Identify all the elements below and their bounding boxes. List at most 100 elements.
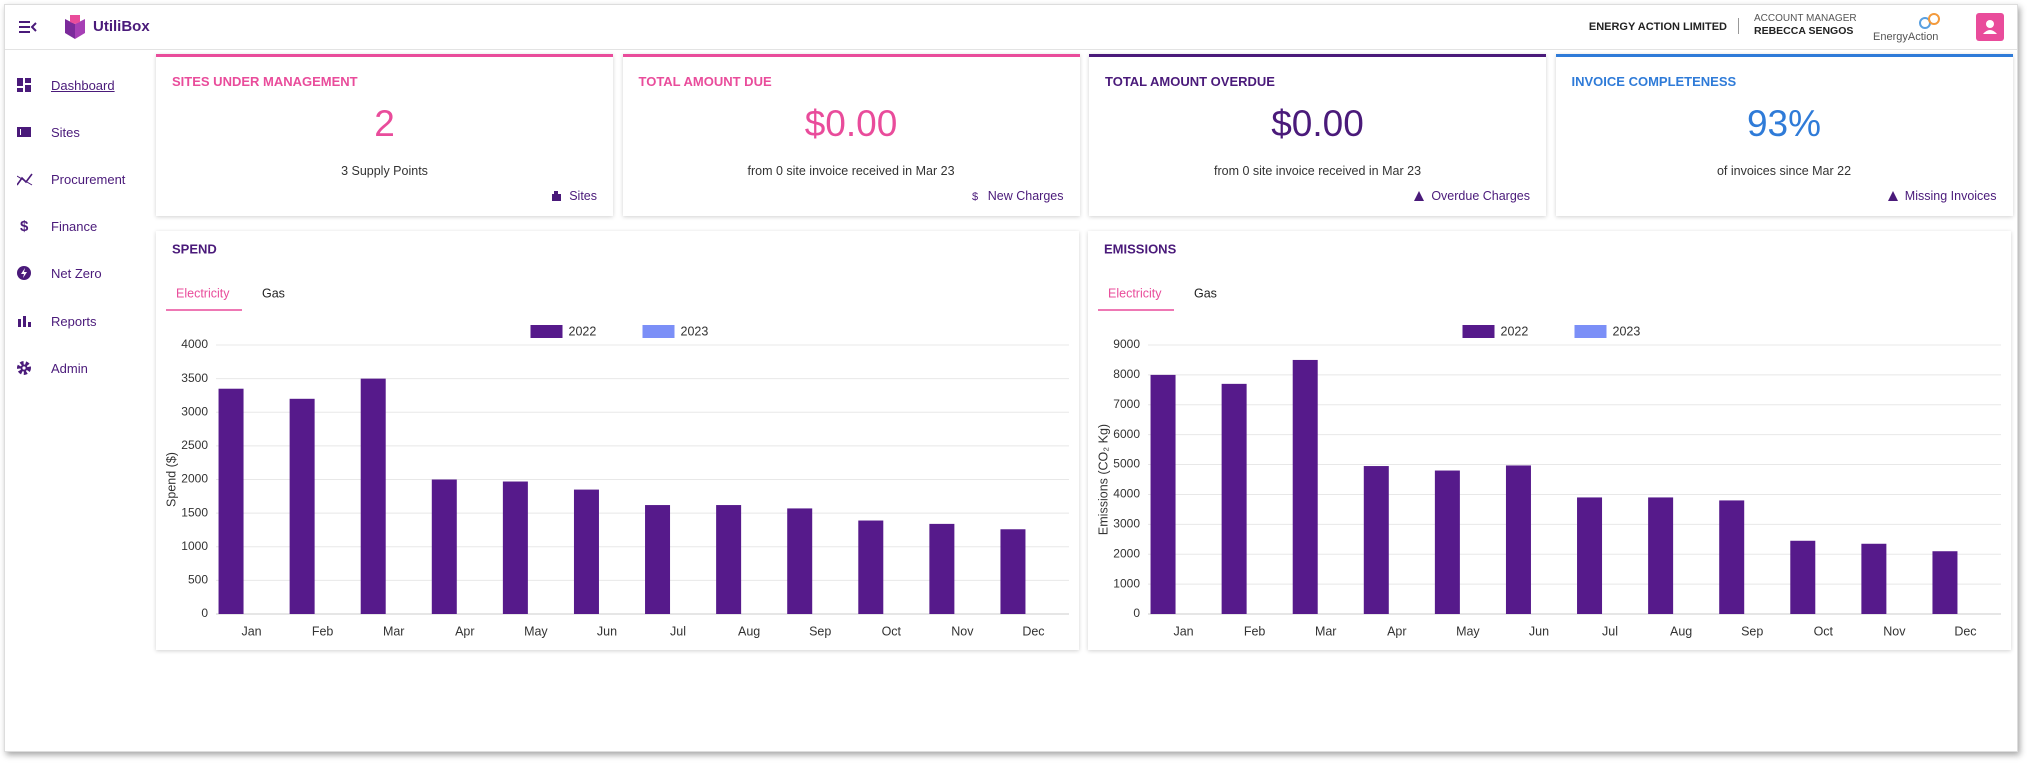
card-value: 2 [374,103,395,144]
bar [1150,374,1176,614]
bar [1221,383,1247,614]
nav-item[interactable]: Sites [5,117,147,147]
chart-title: EMISSIONS [1104,241,1177,256]
partner-logo-icon [1919,13,1940,29]
y-axis-label: Spend ($) [164,452,178,507]
bar [1932,551,1958,614]
legend-label: 2023 [1613,324,1641,338]
card-link[interactable]: Missing Invoices [1887,189,1997,203]
card-link[interactable]: $ New Charges [970,189,1064,203]
svg-text:$: $ [972,191,978,202]
link-icon [552,191,562,201]
nav-icon [17,173,33,186]
card-link-label: Overdue Charges [1431,189,1530,203]
nav-icon [18,315,31,327]
x-tick-label: Jan [241,624,261,638]
y-tick-label: 0 [201,606,208,620]
bar [502,481,528,614]
y-tick-label: 3000 [1113,517,1140,531]
x-tick-label: Dec [1954,624,1976,638]
bar [360,378,386,614]
nav-item[interactable]: Reports [5,306,147,336]
chart-tab[interactable]: Gas [1194,286,1217,300]
x-tick-label: Mar [383,624,405,638]
bar [289,398,315,614]
chart-tab[interactable]: Gas [262,286,285,300]
x-tick-label: Oct [882,624,902,638]
nav-label: Dashboard [51,77,115,93]
card-subtitle: 3 Supply Points [341,164,428,178]
bar [858,520,884,614]
nav-icon [17,266,31,281]
header: UtiliBox ENERGY ACTION LIMITED ACCOUNT M… [5,5,2017,50]
y-tick-label: 3500 [181,371,208,385]
legend-label: 2023 [681,324,709,338]
y-tick-label: 1000 [1113,576,1140,590]
chart-tab[interactable]: Electricity [1108,286,1162,300]
separator [1738,18,1739,34]
x-tick-label: Nov [1883,624,1906,638]
bar [1577,497,1603,614]
emissions-panel: EMISSIONS Electricity Gas 2022 2023 Emissions… [1088,231,2011,650]
y-tick-label: 7000 [1113,397,1140,411]
spend-panel: SPEND Electricity Gas 2022 2023 Spend ($) 0 500… [156,231,1079,650]
user-button[interactable] [1976,13,2004,41]
card-value: $0.00 [1271,103,1364,144]
x-tick-label: Jul [1602,624,1618,638]
x-tick-label: May [524,624,548,638]
y-tick-label: 5000 [1113,457,1140,471]
bar [787,508,813,614]
nav-item[interactable]: $ Finance [5,212,147,242]
nav-item[interactable]: Net Zero [5,259,147,289]
y-tick-label: 4000 [181,337,208,351]
chart: SPEND Electricity Gas 2022 2023 Spend ($) 0 500… [164,241,1069,638]
x-tick-label: Feb [1244,624,1266,638]
nav-item[interactable]: Admin [5,353,147,383]
card-title: INVOICE COMPLETENESS [1571,74,1737,89]
y-tick-label: 2000 [1113,546,1140,560]
link-icon [1887,191,1898,201]
bar [573,489,599,614]
nav-icon [17,126,31,137]
summary-card: INVOICE COMPLETENESS 93% of invoices since… [1555,54,2013,216]
chart-tab[interactable]: Electricity [176,286,230,300]
legend-label: 2022 [569,324,597,338]
x-tick-label: Jul [670,624,686,638]
card-link[interactable]: Overdue Charges [1413,189,1530,203]
y-tick-label: 500 [188,573,208,587]
y-tick-label: 4000 [1113,487,1140,501]
chart-title: SPEND [172,241,217,256]
bar [1363,466,1389,614]
summary-card: TOTAL AMOUNT OVERDUE $0.00 from 0 site inv… [1089,54,1546,216]
card-title: TOTAL AMOUNT OVERDUE [1105,74,1275,89]
card-subtitle: from 0 site invoice received in Mar 23 [1213,164,1422,178]
x-tick-label: Jun [1529,624,1549,638]
bar [929,523,955,614]
y-tick-label: 3000 [181,404,208,418]
nav-label: Finance [51,219,98,235]
nav-icon [17,360,31,375]
nav-icon: $ [20,219,29,234]
x-tick-label: Oct [1814,624,1834,638]
brand-name: UtiliBox [93,18,150,35]
card-subtitle: from 0 site invoice received in Mar 23 [747,164,955,178]
bar [1000,529,1026,614]
card-value: 93% [1746,103,1822,144]
nav-item[interactable]: Procurement [5,164,147,194]
nav-item[interactable]: Dashboard [5,70,147,100]
bar [1861,543,1887,614]
y-tick-label: 1000 [181,539,208,553]
summary-card: TOTAL AMOUNT DUE $0.00 from 0 site invoice… [622,54,1080,216]
card-link[interactable]: Sites [551,189,597,203]
y-tick-label: 2500 [181,438,208,452]
menu-toggle[interactable] [19,20,37,34]
x-tick-label: Sep [1741,624,1763,638]
summary-card: SITES UNDER MANAGEMENT 2 3 Supply Points Si… [156,54,613,216]
bar [431,479,457,614]
bar [645,505,671,614]
y-tick-label: 2000 [181,472,208,486]
y-tick-label: 9000 [1113,337,1140,351]
bar [1505,465,1531,614]
card-title: SITES UNDER MANAGEMENT [172,74,358,89]
x-tick-label: Jan [1173,624,1193,638]
